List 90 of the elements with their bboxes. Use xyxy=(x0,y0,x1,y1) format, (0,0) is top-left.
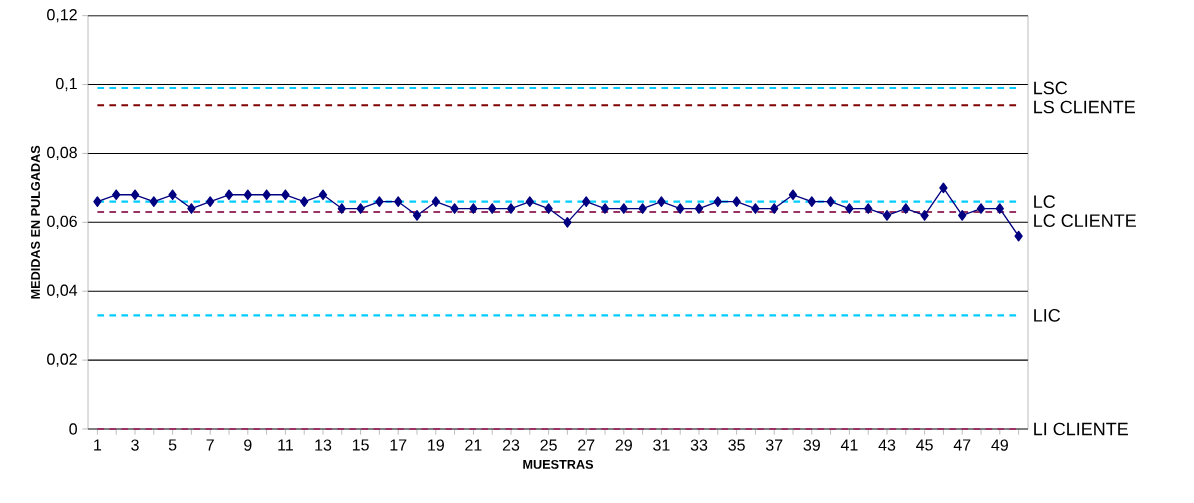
x-tick-label: 29 xyxy=(615,439,632,451)
y-tick-label: 0 xyxy=(69,423,77,435)
point xyxy=(619,203,628,214)
y-tick-label: 0,04 xyxy=(47,284,78,298)
point xyxy=(770,203,779,214)
point xyxy=(168,189,177,201)
point xyxy=(732,196,741,207)
x-tick-label: 21 xyxy=(465,439,482,451)
x-tick-label: 19 xyxy=(428,439,444,451)
ref-line-label: LI CLIENTE xyxy=(1034,422,1128,436)
x-tick-label: 7 xyxy=(206,439,214,451)
x-tick-label: 1 xyxy=(94,439,102,451)
x-tick-label: 25 xyxy=(540,439,557,451)
point xyxy=(93,196,102,207)
x-tick-label: 15 xyxy=(352,439,369,451)
y-axis-title: MEDIDAS EN PULGADAS xyxy=(31,145,40,299)
point xyxy=(939,182,948,194)
point xyxy=(958,210,967,221)
x-tick-label: 9 xyxy=(244,439,252,451)
x-tick-label: 41 xyxy=(840,439,858,451)
ref-line-label: LC CLIENTE xyxy=(1034,214,1136,228)
point xyxy=(262,189,271,201)
y-tick-label: 0,08 xyxy=(47,146,77,161)
x-tick-label: 13 xyxy=(315,439,332,451)
x-axis-title: MUESTRAS xyxy=(523,459,594,469)
point xyxy=(882,210,892,221)
point xyxy=(187,203,196,214)
x-tick-label: 11 xyxy=(278,439,293,451)
point xyxy=(469,203,478,214)
point xyxy=(506,203,516,214)
x-tick-label: 3 xyxy=(131,439,139,451)
point xyxy=(582,196,591,207)
y-tick-label: 0,02 xyxy=(47,353,77,367)
point xyxy=(845,203,854,214)
point xyxy=(1014,230,1023,242)
point xyxy=(657,196,666,207)
point xyxy=(751,203,760,214)
point xyxy=(525,196,534,207)
x-tick-label: 47 xyxy=(953,439,971,451)
point xyxy=(243,189,252,201)
point xyxy=(638,203,647,214)
point xyxy=(149,196,158,207)
x-tick-label: 43 xyxy=(878,439,896,451)
y-tick-label: 0,06 xyxy=(47,215,77,229)
point xyxy=(300,196,309,207)
x-tick-label: 49 xyxy=(991,439,1008,451)
x-tick-label: 33 xyxy=(690,439,708,451)
point xyxy=(375,196,384,207)
ref-line-label: LC xyxy=(1034,195,1056,209)
point xyxy=(130,189,140,201)
y-tick-label: 0,1 xyxy=(55,77,77,92)
point xyxy=(281,189,290,201)
x-tick-label: 5 xyxy=(168,439,177,451)
point xyxy=(337,203,346,214)
point xyxy=(224,189,234,201)
point xyxy=(600,203,610,214)
point xyxy=(412,210,422,221)
x-tick-label: 27 xyxy=(578,439,595,451)
point xyxy=(807,196,816,207)
ref-line-label: LIC xyxy=(1034,308,1061,322)
point xyxy=(788,189,798,201)
point xyxy=(976,203,986,214)
point xyxy=(488,203,497,214)
point xyxy=(112,189,121,201)
point xyxy=(826,196,835,207)
x-tick-label: 17 xyxy=(390,439,407,451)
y-tick-label: 0,12 xyxy=(47,9,77,23)
point xyxy=(713,196,722,207)
point xyxy=(318,189,328,201)
point xyxy=(864,203,873,214)
point xyxy=(544,203,553,214)
point xyxy=(995,203,1004,214)
point xyxy=(563,216,572,228)
point xyxy=(356,203,365,214)
ref-line-label: LS CLIENTE xyxy=(1034,100,1135,114)
point xyxy=(431,196,440,207)
point xyxy=(450,203,459,214)
x-tick-label: 37 xyxy=(765,439,783,451)
ref-line-label: LSC xyxy=(1034,81,1068,95)
point xyxy=(206,196,215,207)
point xyxy=(694,203,704,214)
x-tick-label: 31 xyxy=(653,439,670,451)
point xyxy=(901,203,910,214)
point xyxy=(676,203,685,214)
x-tick-label: 39 xyxy=(803,439,820,451)
point xyxy=(394,196,403,207)
point xyxy=(920,210,929,221)
x-tick-label: 45 xyxy=(916,439,933,451)
x-tick-label: 35 xyxy=(728,439,745,451)
x-tick-label: 23 xyxy=(502,439,520,451)
